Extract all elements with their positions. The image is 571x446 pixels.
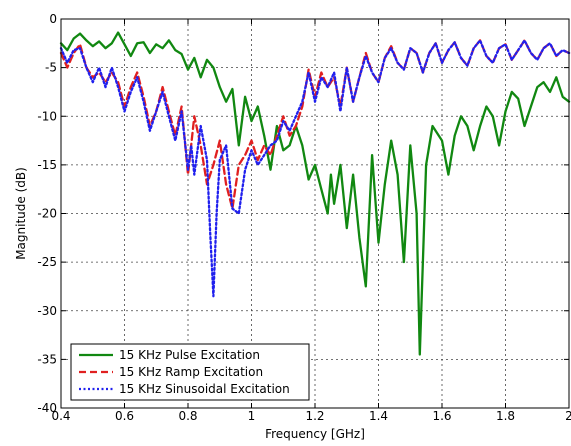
- y-tick-label: -15: [37, 158, 57, 172]
- ticks: 0.4 0.6 0.8 1 1.2 1.4 1.6 1.8 2 0 -5 -10 -15 -20 -25 -3…: [37, 12, 571, 423]
- y-tick-label: -20: [37, 207, 57, 221]
- y-tick-label: -25: [37, 255, 57, 269]
- x-tick-label: 1: [248, 409, 256, 423]
- x-tick-label: 1.4: [369, 409, 388, 423]
- y-tick-label: -35: [37, 352, 57, 366]
- y-tick-label: -5: [45, 61, 57, 75]
- series-layer: [59, 31, 571, 356]
- legend-label: 15 KHz Pulse Excitation: [119, 348, 260, 362]
- y-axis-label: Magnitude (dB): [14, 167, 28, 260]
- y-tick-label: -40: [37, 401, 57, 415]
- legend-box: [70, 343, 310, 401]
- x-tick-label: 0.4: [51, 409, 70, 423]
- x-tick-label: 0.8: [178, 409, 197, 423]
- x-tick-label: 1.6: [432, 409, 451, 423]
- x-tick-label: 0.6: [115, 409, 134, 423]
- series-line-2: [59, 39, 571, 298]
- x-tick-label: 2: [565, 409, 571, 423]
- x-axis-label: Frequency [GHz]: [265, 427, 365, 441]
- legend-label: 15 KHz Ramp Excitation: [119, 365, 263, 379]
- legend: 15 KHz Pulse Excitation 15 KHz Ramp Excit…: [70, 343, 310, 401]
- series-line-0: [59, 31, 571, 356]
- y-tick-label: 0: [49, 12, 57, 26]
- legend-label: 15 KHz Sinusoidal Excitation: [119, 382, 290, 396]
- x-tick-label: 1.8: [496, 409, 515, 423]
- x-tick-label: 1.2: [305, 409, 324, 423]
- y-tick-label: -30: [37, 304, 57, 318]
- y-tick-label: -10: [37, 109, 57, 123]
